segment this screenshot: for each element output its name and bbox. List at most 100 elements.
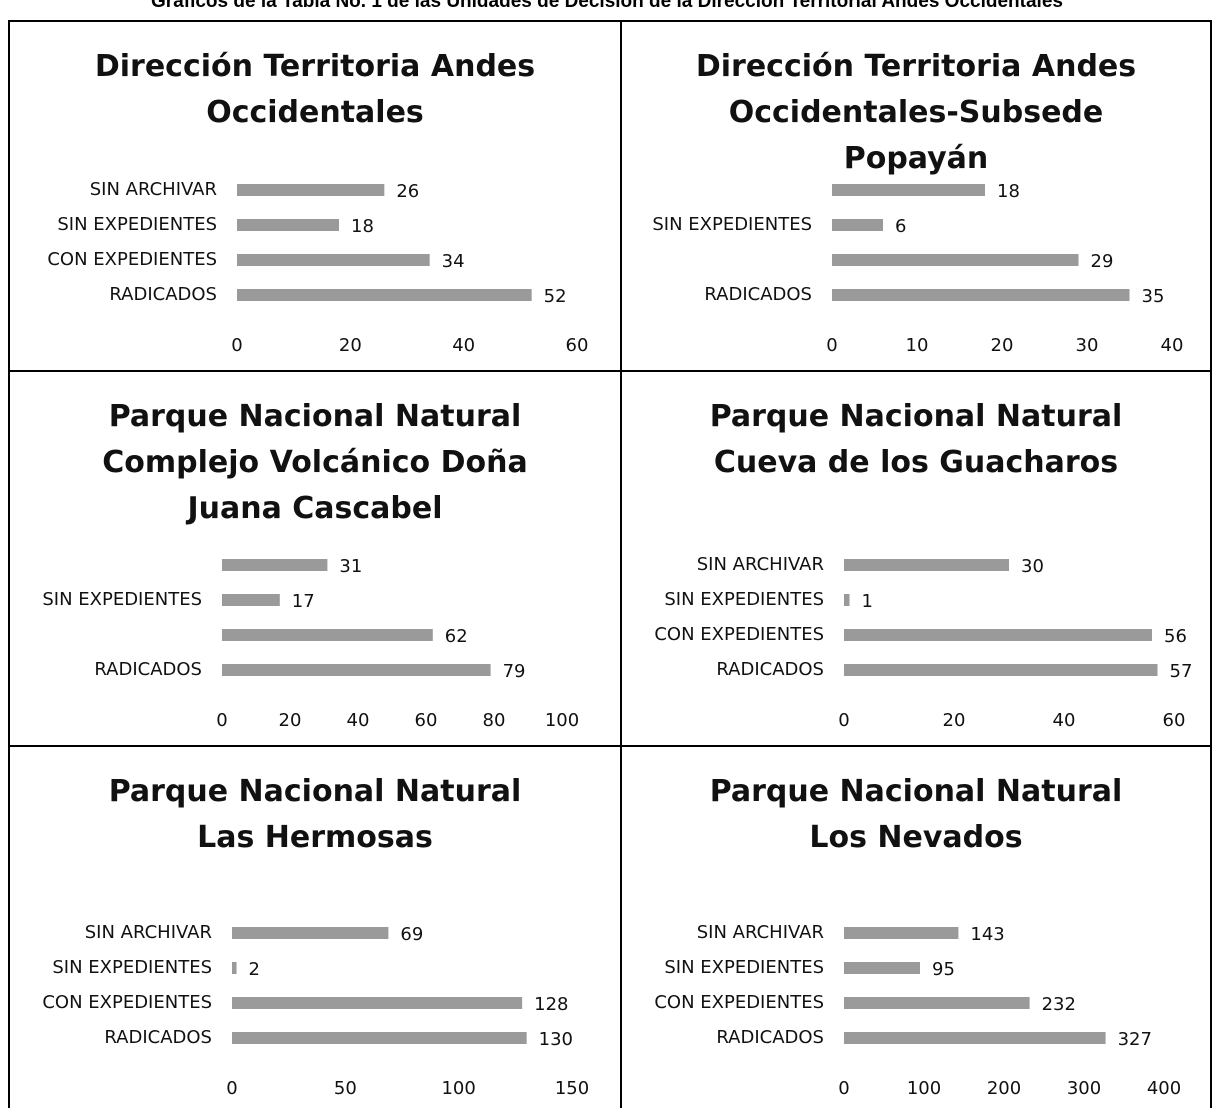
x-tick-label: 0	[838, 1078, 849, 1099]
category-label: CON EXPEDIENTES	[47, 249, 217, 270]
value-label: 95	[932, 959, 955, 980]
category-label: RADICADOS	[109, 284, 217, 305]
bar	[237, 289, 532, 301]
x-tick-label: 40	[1161, 335, 1184, 356]
x-tick-label: 0	[216, 710, 227, 731]
chart: SIN ARCHIVAR 30 SIN EXPEDIENTES 1 CON EXPEDI…	[654, 554, 1193, 731]
value-label: 56	[1164, 626, 1187, 647]
value-label: 79	[503, 661, 526, 682]
chart-panel: Parque Nacional Natural Cueva de los Gua…	[620, 370, 1212, 747]
x-tick-label: 200	[987, 1078, 1021, 1099]
value-label: 30	[1021, 556, 1044, 577]
bar	[832, 184, 985, 196]
value-label: 69	[400, 924, 423, 945]
bar	[222, 594, 280, 606]
bar	[844, 629, 1152, 641]
bar	[232, 997, 523, 1009]
bar	[832, 289, 1130, 301]
chart: SIN ARCHIVAR 69 SIN EXPEDIENTES 2 CON EXPEDI…	[42, 922, 589, 1099]
bar	[844, 1032, 1106, 1044]
bar	[844, 927, 959, 939]
value-label: 128	[534, 994, 568, 1015]
chart-panel: Parque Nacional Natural Las Hermosas SIN …	[8, 745, 622, 1108]
x-tick-label: 300	[1067, 1078, 1101, 1099]
category-label: RADICADOS	[716, 659, 824, 680]
chart-panel: Dirección Territoria Andes Occidentales S…	[8, 20, 622, 372]
bar	[844, 997, 1030, 1009]
category-label: SIN EXPEDIENTES	[57, 214, 217, 235]
value-label: 35	[1142, 286, 1165, 307]
chart: SIN ARCHIVAR 143 SIN EXPEDIENTES 95 CON EXPE…	[654, 922, 1181, 1099]
category-label: RADICADOS	[716, 1027, 824, 1048]
x-tick-label: 400	[1147, 1078, 1181, 1099]
x-tick-label: 20	[991, 335, 1014, 356]
bar	[222, 629, 433, 641]
x-tick-label: 100	[545, 710, 579, 731]
x-tick-label: 60	[566, 335, 589, 356]
category-label: SIN EXPEDIENTES	[42, 589, 202, 610]
bar	[222, 559, 328, 571]
bar	[222, 664, 491, 676]
x-tick-label: 0	[226, 1078, 237, 1099]
value-label: 31	[339, 556, 362, 577]
bar	[237, 254, 430, 266]
x-tick-label: 40	[347, 710, 370, 731]
bar	[232, 927, 389, 939]
value-label: 17	[292, 591, 315, 612]
category-label: RADICADOS	[704, 284, 812, 305]
chart-title: Parque Nacional Natural Cueva de los Gua…	[709, 399, 1123, 480]
value-label: 57	[1170, 661, 1193, 682]
chart-title: Parque Nacional Natural Las Hermosas	[108, 774, 522, 855]
x-tick-label: 80	[483, 710, 506, 731]
bar	[844, 962, 920, 974]
bar	[832, 254, 1079, 266]
value-label: 143	[970, 924, 1004, 945]
value-label: 6	[895, 216, 906, 237]
x-tick-label: 100	[907, 1078, 941, 1099]
value-label: 2	[249, 959, 260, 980]
category-label: SIN ARCHIVAR	[90, 179, 217, 200]
x-tick-label: 60	[415, 710, 438, 731]
category-label: CON EXPEDIENTES	[42, 992, 212, 1013]
value-label: 26	[396, 181, 419, 202]
category-label: RADICADOS	[104, 1027, 212, 1048]
chart-panel: Parque Nacional Natural Los Nevados SIN A…	[620, 745, 1212, 1108]
x-tick-label: 60	[1163, 710, 1186, 731]
category-label: RADICADOS	[94, 659, 202, 680]
header-title: Gráficos de la Tabla No. 1 de las Unidad…	[151, 0, 1063, 12]
value-label: 1	[862, 591, 873, 612]
x-tick-label: 0	[826, 335, 837, 356]
chart-panel: Parque Nacional Natural Complejo Volcáni…	[8, 370, 622, 747]
value-label: 29	[1091, 251, 1114, 272]
bar	[232, 1032, 527, 1044]
bar	[844, 594, 850, 606]
chart-panel: Dirección Territoria Andes Occidentales-…	[620, 20, 1212, 372]
chart: 31 SIN EXPEDIENTES 17 62 RADICADOS 79 0 20 40 60 8…	[42, 556, 579, 731]
bar	[237, 219, 339, 231]
x-tick-label: 20	[943, 710, 966, 731]
x-tick-label: 150	[555, 1078, 589, 1099]
category-label: SIN ARCHIVAR	[697, 554, 824, 575]
bar	[232, 962, 237, 974]
category-label: SIN EXPEDIENTES	[664, 957, 824, 978]
x-tick-label: 40	[452, 335, 475, 356]
x-tick-label: 0	[838, 710, 849, 731]
bar	[237, 184, 385, 196]
x-tick-label: 30	[1076, 335, 1099, 356]
value-label: 18	[997, 181, 1020, 202]
x-tick-label: 20	[339, 335, 362, 356]
chart-title: Dirección Territoria Andes Occidentales-…	[695, 49, 1137, 176]
value-label: 62	[445, 626, 468, 647]
value-label: 327	[1118, 1029, 1152, 1050]
x-tick-label: 40	[1053, 710, 1076, 731]
category-label: SIN EXPEDIENTES	[652, 214, 812, 235]
x-tick-label: 10	[906, 335, 929, 356]
bar	[844, 664, 1158, 676]
category-label: SIN ARCHIVAR	[85, 922, 212, 943]
value-label: 34	[442, 251, 465, 272]
value-label: 232	[1042, 994, 1076, 1015]
x-tick-label: 100	[441, 1078, 475, 1099]
value-label: 130	[539, 1029, 573, 1050]
chart-title: Parque Nacional Natural Complejo Volcáni…	[102, 399, 528, 526]
